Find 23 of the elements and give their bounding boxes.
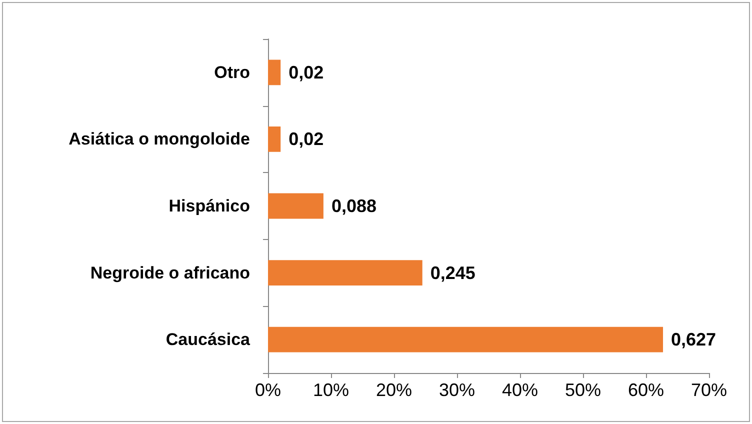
bar [268, 60, 281, 86]
y-tick-label: Otro [214, 62, 250, 82]
data-label: 0,02 [288, 129, 324, 150]
x-tick-label: 60% [628, 380, 664, 400]
x-tick-label: 50% [564, 380, 602, 400]
bar [268, 126, 281, 152]
data-label: 0,245 [430, 262, 476, 283]
data-label: 0,627 [671, 330, 716, 350]
bar [268, 260, 422, 286]
bar [268, 193, 324, 219]
data-label: 0,02 [288, 62, 324, 82]
x-tick-label: 70% [690, 380, 728, 400]
x-tick-label: 0% [254, 380, 282, 400]
y-tick-label: Hispánico [168, 196, 250, 216]
bar [268, 326, 664, 352]
x-tick-label: 40% [502, 380, 538, 400]
x-tick-label: 20% [376, 380, 412, 400]
y-tick-label: Asiática o mongoloide [68, 130, 250, 149]
data-label: 0,088 [331, 196, 376, 216]
y-tick-label: Negroide o africano [90, 263, 250, 282]
x-tick-label: 30% [438, 380, 476, 400]
x-tick-label: 10% [312, 380, 350, 400]
y-tick-label: Caucásica [166, 330, 251, 350]
